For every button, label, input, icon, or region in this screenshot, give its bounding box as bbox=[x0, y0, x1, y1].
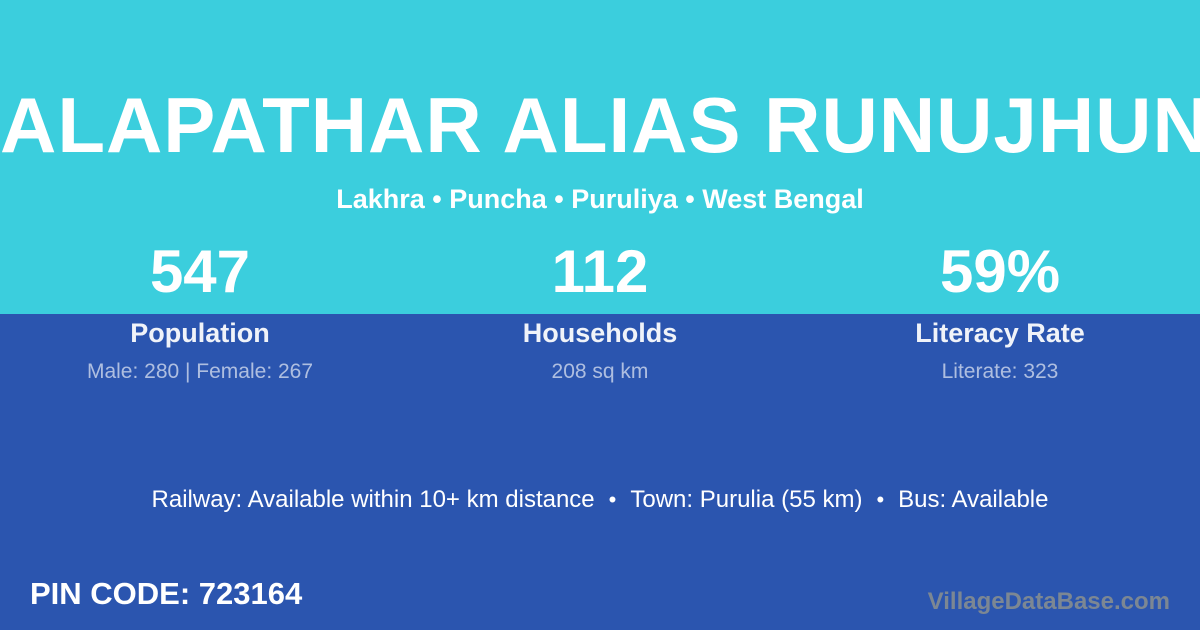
literacy-detail: Literate: 323 bbox=[941, 360, 1059, 383]
bullet-separator: • bbox=[876, 487, 885, 512]
stats-row: 547 Population Male: 280 | Female: 267 1… bbox=[0, 0, 1200, 384]
literacy-value: 59% bbox=[939, 238, 1061, 305]
village-name-title: ALAPATHAR ALIAS RUNUJHUN bbox=[0, 86, 1200, 164]
stat-literacy: 59% Literacy Rate Literate: 323 bbox=[800, 0, 1200, 384]
watermark-brand: VillageDataBase.com bbox=[927, 588, 1170, 615]
body-band bbox=[0, 314, 1200, 630]
amenity-town: Town: Purulia (55 km) bbox=[630, 486, 863, 513]
population-value: 547 bbox=[149, 238, 251, 305]
pin-code: PIN CODE: 723164 bbox=[30, 576, 303, 611]
households-detail: 208 sq km bbox=[551, 360, 649, 383]
population-detail: Male: 280 | Female: 267 bbox=[86, 360, 314, 383]
amenities-line: Railway: Available within 10+ km distanc… bbox=[0, 486, 1200, 514]
stat-population: 547 Population Male: 280 | Female: 267 bbox=[0, 0, 400, 384]
bullet-separator: • bbox=[608, 487, 617, 512]
stat-households: 112 Households 208 sq km bbox=[400, 0, 800, 384]
population-label: Population bbox=[130, 318, 270, 348]
households-value: 112 bbox=[551, 238, 649, 305]
amenity-railway: Railway: Available within 10+ km distanc… bbox=[151, 486, 595, 513]
header-band bbox=[0, 0, 1200, 314]
households-label: Households bbox=[522, 318, 678, 348]
amenity-bus: Bus: Available bbox=[898, 486, 1049, 513]
location-breadcrumb: Lakhra • Puncha • Puruliya • West Bengal bbox=[336, 184, 864, 214]
literacy-label: Literacy Rate bbox=[915, 318, 1085, 348]
